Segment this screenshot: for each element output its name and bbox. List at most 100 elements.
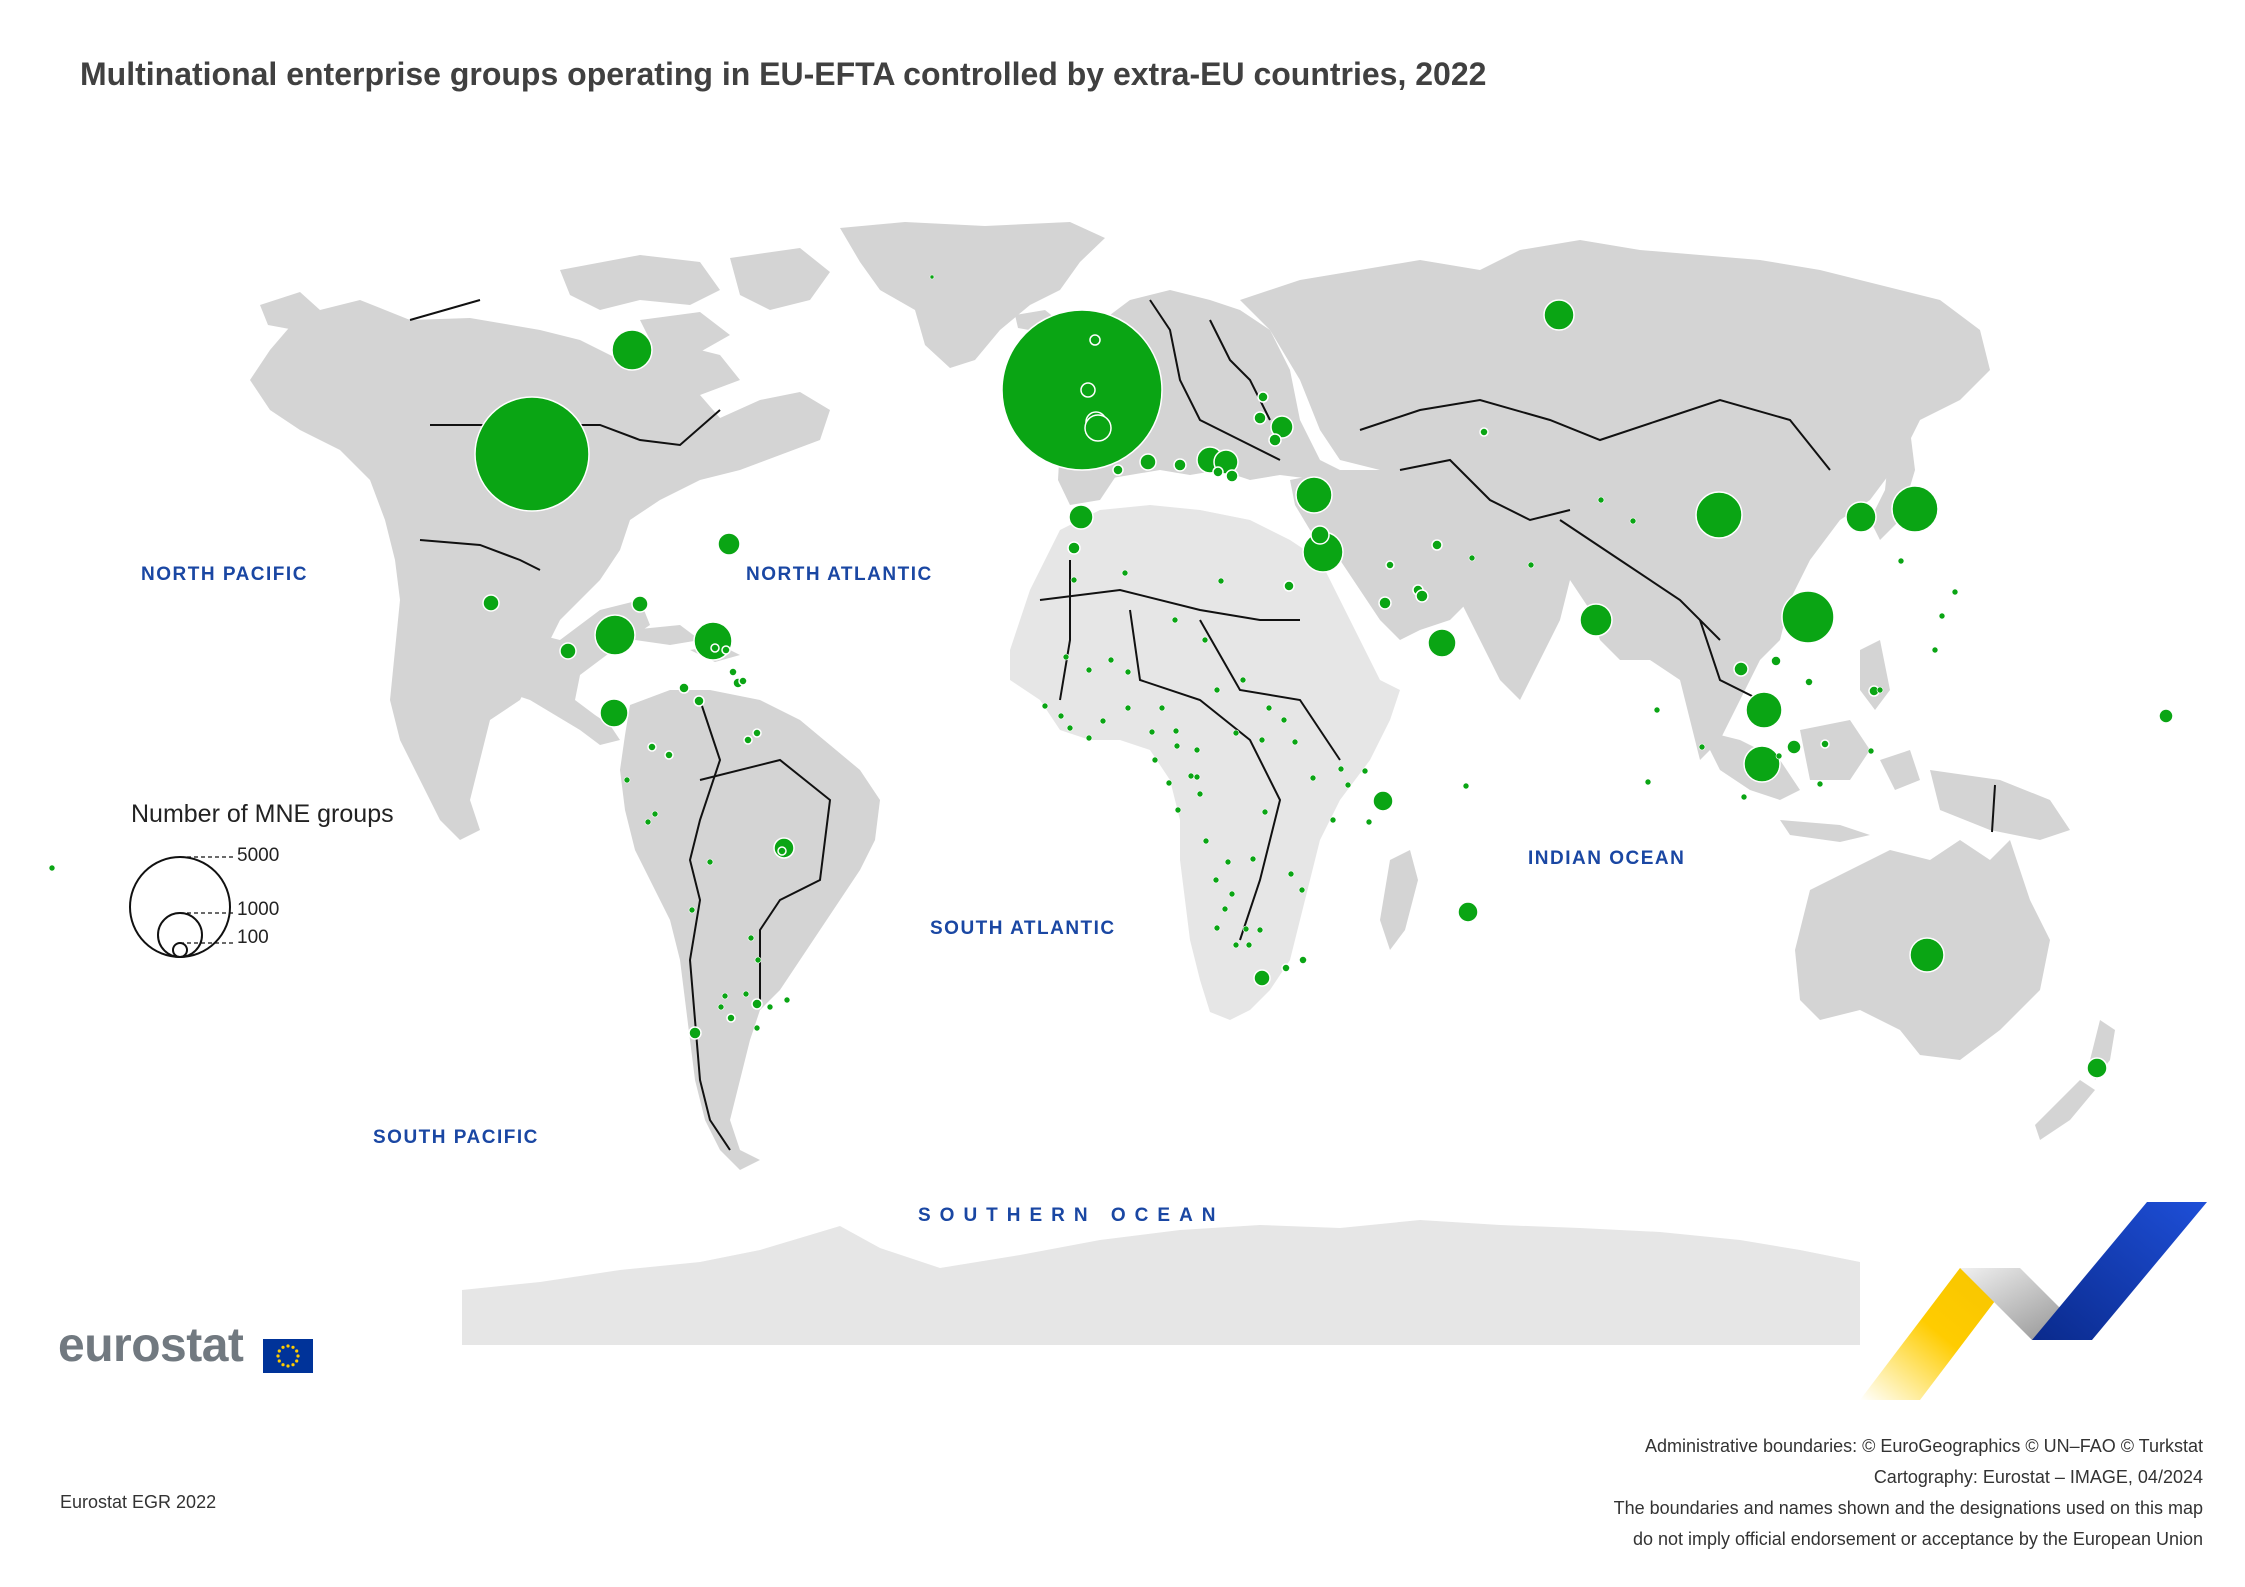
mne-symbol	[1938, 612, 1946, 620]
mne-symbol	[1770, 655, 1782, 667]
mne-symbol	[1743, 745, 1781, 783]
mne-symbol	[751, 998, 763, 1010]
mne-symbol	[1816, 780, 1824, 788]
mne-symbol	[717, 1003, 725, 1011]
mne-symbol	[1310, 525, 1330, 545]
mne-symbol	[1224, 858, 1232, 866]
mne-symbol	[1281, 963, 1291, 973]
footer-source: Eurostat EGR 2022	[60, 1492, 217, 1512]
mne-symbol	[48, 864, 56, 872]
eu-flag-star	[286, 1344, 290, 1348]
eu-flag-field	[263, 1339, 313, 1373]
eu-flag-star	[277, 1349, 281, 1353]
eu-flag-star	[295, 1359, 299, 1363]
mne-symbol	[1804, 677, 1814, 687]
mne-symbol	[1365, 818, 1373, 826]
mne-symbol	[1213, 924, 1221, 932]
mne-symbol	[1067, 541, 1081, 555]
border-africa-central	[1129, 609, 1282, 941]
mne-symbol	[1084, 414, 1112, 442]
mne-symbol	[651, 810, 659, 818]
mne-symbol	[1187, 772, 1195, 780]
mne-symbol	[1239, 676, 1247, 684]
mne-symbol	[1217, 577, 1225, 585]
mne-symbol	[1344, 781, 1352, 789]
mne-symbol	[1468, 554, 1476, 562]
ribbon-blue	[2032, 1202, 2207, 1340]
legend-value-1000: 1000	[237, 899, 280, 920]
mne-symbol	[474, 396, 590, 512]
mne-symbol	[1139, 453, 1157, 471]
mne-symbol	[1309, 774, 1317, 782]
mne-symbol	[1070, 576, 1078, 584]
mne-symbol	[1242, 925, 1250, 933]
eu-flag-star	[277, 1359, 281, 1363]
mne-symbol	[1151, 756, 1159, 764]
mne-symbol	[1415, 589, 1429, 603]
mne-symbol	[783, 996, 791, 1004]
mne-symbol	[754, 956, 762, 964]
mne-symbol	[1287, 870, 1295, 878]
mne-symbol	[1337, 765, 1345, 773]
mne-symbol	[1112, 464, 1124, 476]
mne-symbol	[753, 1024, 761, 1032]
mne-symbol	[1361, 767, 1369, 775]
mne-symbol	[1201, 636, 1209, 644]
mne-symbol	[1173, 458, 1187, 472]
landmass-asia	[1240, 240, 1990, 760]
ocean-label-indian-ocean: INDIAN OCEAN	[1528, 848, 1686, 869]
mne-symbol	[1121, 569, 1129, 577]
ribbon-yellow	[1860, 1268, 2020, 1400]
mne-symbol	[1527, 561, 1535, 569]
mne-symbol	[678, 682, 690, 694]
border-southeast-asia	[1699, 619, 1761, 701]
mne-symbol	[623, 776, 631, 784]
mne-symbol	[599, 698, 629, 728]
mne-symbol	[1270, 415, 1294, 439]
mne-symbol	[1629, 517, 1637, 525]
landmass-new-zealand	[2035, 1020, 2115, 1140]
eu-flag-star	[296, 1354, 300, 1358]
border-africa-east	[1199, 619, 1341, 761]
legend-circles	[129, 856, 235, 958]
mne-symbol	[482, 594, 500, 612]
mne-symbol	[1228, 890, 1236, 898]
mne-symbol	[1427, 628, 1457, 658]
eu-flag-icon	[263, 1339, 313, 1373]
mne-symbol	[1295, 476, 1333, 514]
legend-circle-100	[172, 942, 188, 958]
mne-symbol	[1213, 686, 1221, 694]
mne-symbol	[1085, 666, 1093, 674]
ocean-label-north-atlantic: NORTH ATLANTIC	[746, 564, 933, 585]
mne-symbol	[1579, 603, 1613, 637]
mne-symbol	[1479, 427, 1489, 437]
ocean-label-southern-ocean: SOUTHERN OCEAN	[918, 1205, 1225, 1226]
mne-symbol	[706, 858, 714, 866]
eu-flag-star	[291, 1345, 295, 1349]
mne-symbol	[1245, 941, 1253, 949]
eu-flag-star	[286, 1364, 290, 1368]
mne-symbol	[1786, 739, 1802, 755]
mne-symbol	[1171, 616, 1179, 624]
footer-disclaimer-1: The boundaries and names shown and the d…	[1613, 1498, 2203, 1518]
mne-symbol	[1172, 727, 1180, 735]
mne-symbol	[1951, 588, 1959, 596]
mne-symbol	[710, 643, 720, 653]
legend-value-100: 100	[237, 927, 269, 948]
mne-symbol	[1212, 466, 1224, 478]
mne-symbol	[611, 329, 653, 371]
footer-disclaimer-2: do not imply official endorsement or acc…	[1632, 1529, 2203, 1549]
mne-symbol	[1909, 937, 1945, 973]
mne-symbol	[728, 667, 738, 677]
mne-symbol	[1597, 496, 1605, 504]
legend-value-5000: 5000	[237, 845, 280, 866]
mne-symbol	[1221, 905, 1229, 913]
mne-symbol	[1733, 661, 1749, 677]
mne-symbol	[1225, 469, 1239, 483]
mne-symbol	[721, 992, 729, 1000]
landmass-arctic-islands	[260, 248, 830, 352]
mne-symbol	[766, 1003, 774, 1011]
mne-symbol	[644, 818, 652, 826]
border-new-guinea	[1991, 784, 1996, 833]
mne-symbol	[1781, 590, 1835, 644]
